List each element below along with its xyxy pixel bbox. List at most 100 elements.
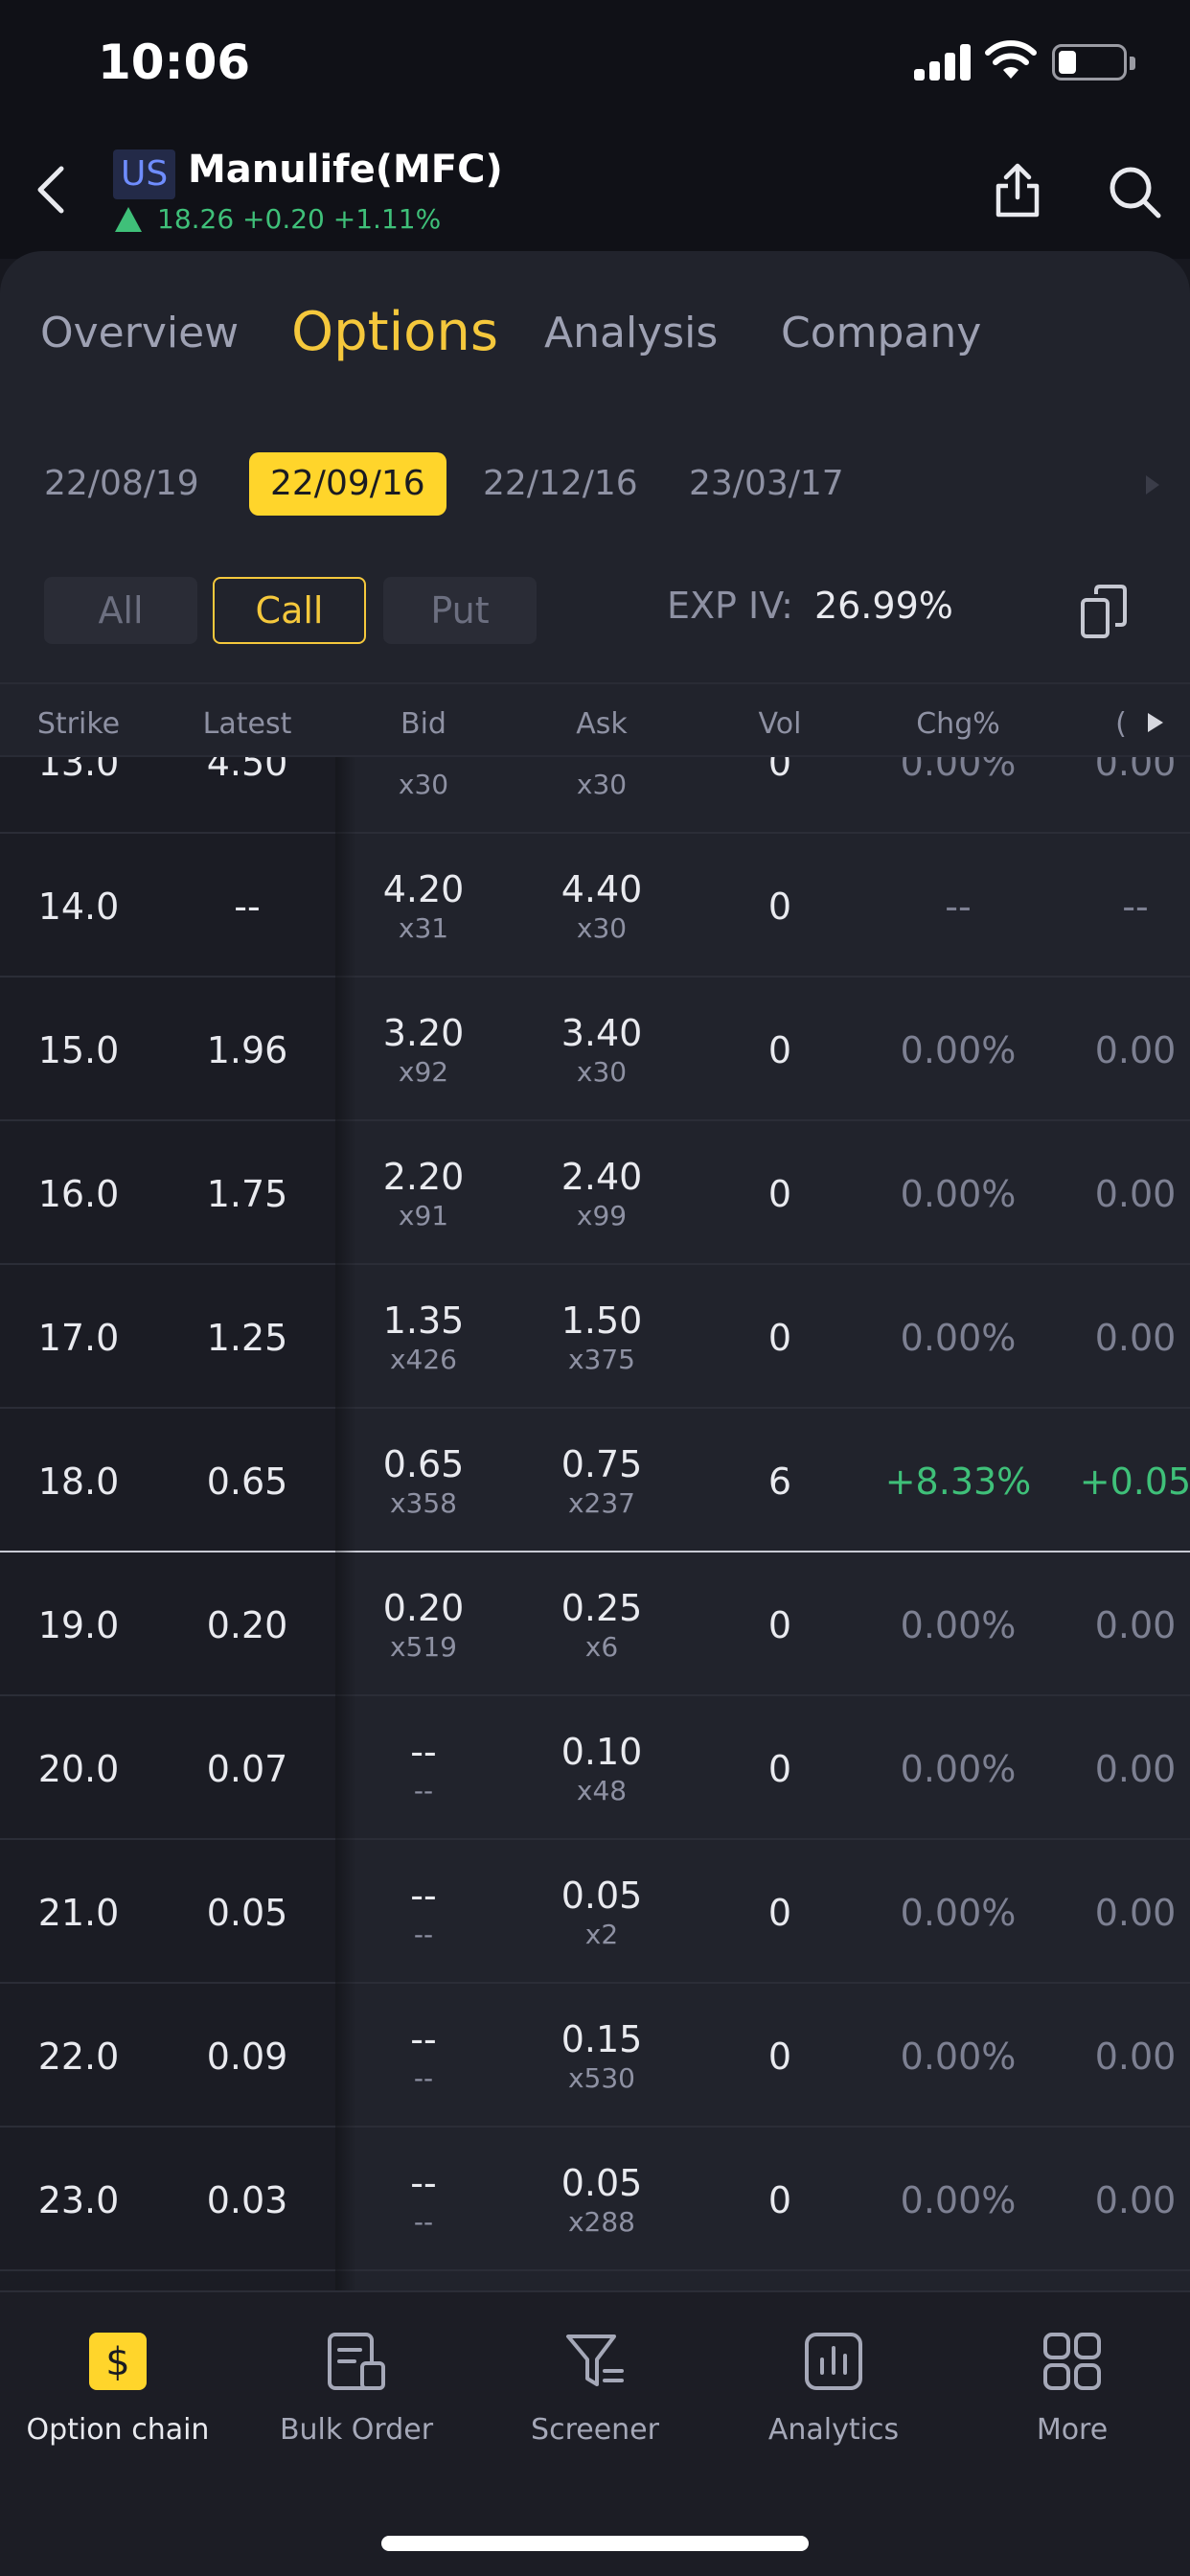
tab-analysis[interactable]: Analysis <box>544 309 719 357</box>
switch-layout-icon[interactable] <box>1077 583 1131 640</box>
bid-cell: -- <box>410 1731 437 1773</box>
col-bid[interactable]: Bid <box>400 707 446 741</box>
scroll-right-icon[interactable] <box>1146 475 1159 494</box>
expiration-date[interactable]: 22/12/16 <box>483 464 638 503</box>
price-up-icon <box>115 206 142 232</box>
table-row[interactable]: 16.0 1.75 2.20 x91 2.40 x99 0 0.00% 0.00 <box>0 1121 1190 1265</box>
bottom-toolbar: $ Option chain Bulk Order Screener Analy… <box>0 2290 1190 2576</box>
frozen-columns-shadow <box>335 757 356 2290</box>
ask-cell: 0.05 <box>561 1874 643 1917</box>
col-latest[interactable]: Latest <box>202 707 292 741</box>
table-row[interactable]: 14.0 -- 4.20 x31 4.40 x30 0 -- -- <box>0 834 1190 978</box>
ask-cell: 0.10 <box>561 1731 643 1773</box>
ask-size-cell: x288 <box>567 2206 635 2238</box>
ask-size-cell: x99 <box>576 1200 628 1231</box>
col-chg-pct[interactable]: Chg% <box>916 707 1000 741</box>
ask-size-cell: x30 <box>576 769 628 800</box>
vol-cell: 0 <box>767 757 792 784</box>
filter-all-button[interactable]: All <box>44 577 197 644</box>
expiration-date[interactable]: 22/08/19 <box>44 464 199 503</box>
status-time: 10:06 <box>98 34 251 90</box>
chg-pct-cell: 0.00% <box>900 2179 1017 2221</box>
latest-cell: 0.20 <box>206 1604 288 1646</box>
chg-cell: 0.00 <box>1094 2036 1177 2078</box>
option-chain-table: 13.0 4.50 x30 x30 0 0.00% 0.00 14.0 -- 4… <box>0 757 1190 2290</box>
vol-cell: 0 <box>767 2179 792 2221</box>
filter-put-button[interactable]: Put <box>383 577 537 644</box>
ask-size-cell: x375 <box>567 1344 635 1375</box>
bid-size-cell: -- <box>413 2206 434 2238</box>
latest-cell: 1.75 <box>206 1173 288 1215</box>
bid-cell: 1.35 <box>382 1300 465 1342</box>
filter-call-button[interactable]: Call <box>213 577 366 644</box>
table-row[interactable]: 22.0 0.09 -- -- 0.15 x530 0 0.00% 0.00 <box>0 1984 1190 2128</box>
home-indicator <box>381 2536 809 2551</box>
share-icon[interactable] <box>991 161 1044 220</box>
latest-cell: 0.65 <box>206 1460 288 1503</box>
vol-cell: 0 <box>767 2036 792 2078</box>
more-columns-icon[interactable] <box>1148 713 1163 732</box>
col-ask[interactable]: Ask <box>576 707 628 741</box>
frozen-columns-bg <box>0 757 335 2290</box>
nav-option-chain[interactable]: $ Option chain <box>8 2331 228 2447</box>
strike-cell: 16.0 <box>37 1173 120 1215</box>
search-icon[interactable] <box>1106 163 1163 220</box>
table-row[interactable]: 19.0 0.20 0.20 x519 0.25 x6 0 0.00% 0.00 <box>0 1552 1190 1696</box>
table-row[interactable]: 17.0 1.25 1.35 x426 1.50 x375 0 0.00% 0.… <box>0 1265 1190 1409</box>
strike-cell: 15.0 <box>37 1029 120 1071</box>
expiration-date[interactable]: 23/03/17 <box>689 464 844 503</box>
nav-screener[interactable]: Screener <box>485 2331 705 2447</box>
strike-cell: 20.0 <box>37 1748 120 1790</box>
ask-cell: 2.40 <box>561 1156 643 1198</box>
chg-pct-cell: 0.00% <box>900 1892 1017 1934</box>
expiration-date-selected[interactable]: 22/09/16 <box>249 452 446 516</box>
chg-pct-cell: +8.33% <box>884 1460 1032 1503</box>
tab-overview[interactable]: Overview <box>40 309 240 357</box>
col-strike[interactable]: Strike <box>36 707 121 741</box>
chg-pct-cell: 0.00% <box>900 1317 1017 1359</box>
bid-size-cell: x358 <box>389 1487 457 1519</box>
table-row[interactable]: 20.0 0.07 -- -- 0.10 x48 0 0.00% 0.00 <box>0 1696 1190 1840</box>
vol-cell: 0 <box>767 1173 792 1215</box>
latest-cell: 0.05 <box>206 1892 288 1934</box>
wifi-icon <box>985 40 1037 79</box>
vol-cell: 0 <box>767 1892 792 1934</box>
back-chevron-icon[interactable] <box>27 161 75 218</box>
stock-header: US Manulife(MFC) 18.26 +0.20 +1.11% <box>0 134 1190 259</box>
latest-cell: 0.07 <box>206 1748 288 1790</box>
table-row[interactable]: 13.0 4.50 x30 x30 0 0.00% 0.00 <box>0 757 1190 834</box>
bid-cell: 0.65 <box>382 1443 465 1485</box>
quote-text: 18.26 +0.20 +1.11% <box>157 203 442 235</box>
bid-cell: -- <box>410 2162 437 2204</box>
strike-cell: 22.0 <box>37 2036 120 2078</box>
nav-more[interactable]: More <box>962 2331 1182 2447</box>
table-row[interactable]: 23.0 0.03 -- -- 0.05 x288 0 0.00% 0.00 <box>0 2128 1190 2271</box>
vol-cell: 6 <box>767 1460 792 1503</box>
nav-bulk-order[interactable]: Bulk Order <box>246 2331 467 2447</box>
tab-options[interactable]: Options <box>291 301 499 363</box>
chg-pct-cell: 0.00% <box>900 1604 1017 1646</box>
cellular-signal-icon <box>914 42 972 80</box>
stock-title: Manulife(MFC) <box>188 148 503 192</box>
nav-analytics[interactable]: Analytics <box>723 2331 944 2447</box>
bid-cell: 2.20 <box>382 1156 465 1198</box>
col-chg[interactable]: ( <box>1115 707 1127 741</box>
nav-label: Bulk Order <box>279 2413 434 2447</box>
table-row[interactable]: 15.0 1.96 3.20 x92 3.40 x30 0 0.00% 0.00 <box>0 978 1190 1121</box>
table-row-at-the-money[interactable]: 18.0 0.65 0.65 x358 0.75 x237 6 +8.33% +… <box>0 1409 1190 1552</box>
nav-label: Analytics <box>767 2413 900 2447</box>
bid-cell: 3.20 <box>382 1012 465 1054</box>
expiration-selector: 22/08/19 22/09/16 22/12/16 23/03/17 <box>0 452 1190 519</box>
ask-cell: 1.50 <box>561 1300 643 1342</box>
tab-company[interactable]: Company <box>781 309 982 357</box>
table-row[interactable]: 21.0 0.05 -- -- 0.05 x2 0 0.00% 0.00 <box>0 1840 1190 1984</box>
bid-cell: 4.20 <box>382 868 465 910</box>
strike-cell: 21.0 <box>37 1892 120 1934</box>
ask-size-cell: x6 <box>584 1631 619 1663</box>
bid-size-cell: -- <box>413 1775 434 1806</box>
col-vol[interactable]: Vol <box>758 707 802 741</box>
ask-size-cell: x2 <box>584 1919 619 1950</box>
exp-iv-value: 26.99% <box>813 585 953 627</box>
chg-cell: +0.05 <box>1079 1460 1190 1503</box>
vol-cell: 0 <box>767 1604 792 1646</box>
